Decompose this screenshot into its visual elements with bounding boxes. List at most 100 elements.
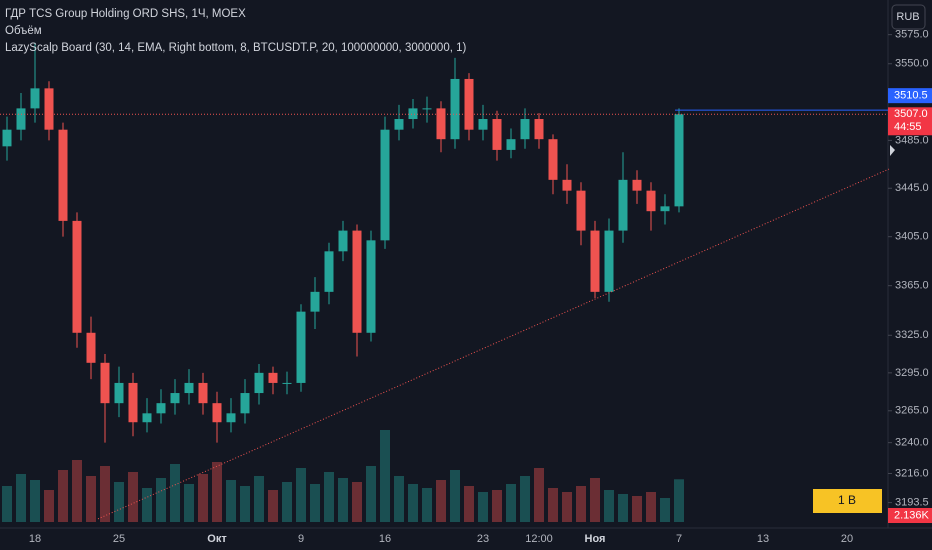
volume-bar	[618, 494, 628, 522]
volume-bar	[184, 484, 194, 522]
volume-bar	[240, 486, 250, 522]
volume-bar	[660, 498, 670, 522]
volume-bar	[296, 468, 306, 522]
volume-bar	[114, 482, 124, 522]
volume-bar	[30, 480, 40, 522]
currency-button[interactable]	[891, 4, 926, 30]
candle-body	[674, 114, 684, 207]
x-tick-label: Окт	[207, 533, 227, 545]
candle-body	[30, 88, 40, 109]
y-tick-label: 3445.0	[895, 182, 929, 194]
order-box	[813, 489, 882, 513]
x-tick-label: 20	[841, 533, 853, 545]
volume-bar	[408, 484, 418, 522]
candle-body	[520, 119, 530, 140]
candle-body	[534, 119, 544, 140]
candle-body	[646, 190, 656, 212]
candle-body	[44, 88, 54, 130]
candle-body	[296, 311, 306, 383]
countdown: 44:55	[894, 121, 922, 133]
x-tick-label: 9	[298, 533, 304, 545]
x-tick-label: 7	[676, 533, 682, 545]
candle-body	[590, 230, 600, 292]
volume-label: 2.136K	[894, 509, 930, 521]
y-tick-label: 3325.0	[895, 329, 929, 341]
volume-bar	[492, 490, 502, 522]
candle-body	[436, 108, 446, 140]
volume-bar	[548, 488, 558, 522]
y-tick-label: 3365.0	[895, 280, 929, 292]
candle-body	[338, 230, 348, 252]
volume-bar	[338, 478, 348, 522]
volume-bar	[478, 492, 488, 522]
volume-bar	[324, 472, 334, 522]
volume-bar	[576, 486, 586, 522]
currency[interactable]: RUB	[896, 11, 919, 23]
marker	[890, 145, 895, 156]
y-tick-label: 3405.0	[895, 231, 929, 243]
candle-body	[464, 78, 474, 130]
candle-body	[100, 362, 110, 404]
candle-body	[72, 220, 82, 333]
volume-bar	[562, 492, 572, 522]
candle-body	[58, 129, 68, 221]
candle-body	[114, 382, 124, 404]
candle-body	[86, 332, 96, 363]
candle-body	[380, 129, 390, 241]
price-line-label: 3510.5	[894, 90, 928, 102]
volume-bar	[100, 466, 110, 522]
x-tick-label: 25	[113, 533, 125, 545]
y-tick-label: 3216.0	[895, 467, 929, 479]
volume-bar	[464, 486, 474, 522]
volume-title: Объём	[5, 25, 42, 37]
volume-bar	[254, 476, 264, 522]
candle-body	[576, 190, 586, 231]
volume-bar	[268, 490, 278, 522]
candle-body	[632, 179, 642, 191]
x-tick-label: 13	[757, 533, 769, 545]
trendline	[97, 168, 890, 520]
y-tick-label: 3193.5	[895, 497, 929, 509]
volume-label-box	[888, 508, 932, 523]
volume-bar	[128, 472, 138, 522]
volume-bar	[142, 488, 152, 522]
candle-body	[548, 139, 558, 180]
y-tick-label: 3575.0	[895, 29, 929, 41]
candle-body	[268, 372, 278, 383]
volume-bar	[72, 460, 82, 522]
candle-body	[562, 179, 572, 191]
x-tick-label: Ноя	[585, 533, 606, 545]
volume-bar	[436, 480, 446, 522]
price-line-box	[888, 88, 932, 104]
volume-bar	[534, 468, 544, 522]
last-price-label: 3507.0	[894, 108, 928, 120]
y-tick-label: 3265.0	[895, 405, 929, 417]
volume-bar	[310, 484, 320, 522]
volume-bar	[156, 478, 166, 522]
candle-body	[324, 251, 334, 292]
volume-bar	[506, 484, 516, 522]
volume-bar	[16, 474, 26, 522]
order-box-label: 1 B	[838, 493, 856, 507]
volume-bar	[86, 476, 96, 522]
y-tick-label: 3240.0	[895, 437, 929, 449]
candle-body	[352, 230, 362, 333]
volume-bar	[198, 474, 208, 522]
y-tick-label: 3295.0	[895, 367, 929, 379]
volume-bar	[226, 480, 236, 522]
volume-bar	[366, 466, 376, 522]
candle-body	[240, 393, 250, 414]
candle-body	[2, 129, 12, 147]
volume-bar	[58, 470, 68, 522]
candle-body	[184, 382, 194, 394]
volume-bar	[2, 486, 12, 522]
volume-bar	[646, 492, 656, 522]
x-tick-label: 18	[29, 533, 41, 545]
volume-bar	[450, 470, 460, 522]
volume-bar	[212, 462, 222, 522]
candle-body	[128, 382, 138, 423]
last-price-box	[888, 107, 932, 136]
volume-bar	[604, 490, 614, 522]
volume-bar	[422, 488, 432, 522]
